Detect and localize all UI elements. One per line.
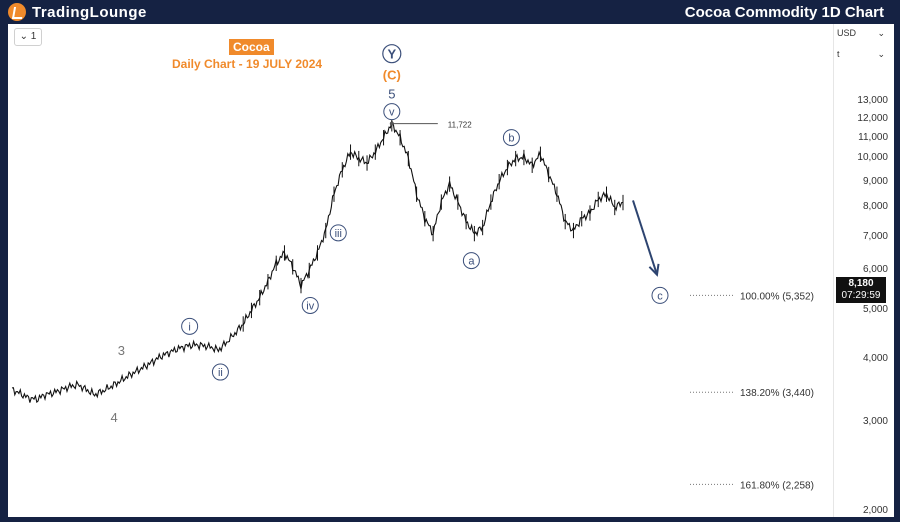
wave-label-iv: iv: [306, 300, 314, 312]
peak-marker-dot: [389, 121, 394, 126]
top-bar: TradingLounge Cocoa Commodity 1D Chart: [0, 0, 900, 24]
scale-select[interactable]: t ⌄: [837, 49, 889, 67]
price-tick-label: 7,000: [862, 230, 888, 242]
wave-label-ii: ii: [218, 367, 223, 379]
chart-title-badge: Cocoa: [229, 39, 274, 55]
fib-level-label: 138.20% (3,440): [740, 388, 814, 399]
price-tick-label: 11,000: [858, 131, 888, 143]
price-axis[interactable]: USD ⌄ t ⌄ 13,000 12,000 11,000 10,000 9,000 8…: [833, 24, 894, 517]
price-plot: 11,722 100.00% (5,352) 138.20% (3,440) 161.…: [11, 44, 814, 491]
currency-select-value: USD: [837, 28, 857, 38]
wave-label-c-circle: [651, 286, 669, 304]
price-tick-label: 3,000: [862, 416, 888, 428]
wave-label-C: (C): [383, 68, 401, 83]
price-tick-label: 6,000: [862, 264, 888, 276]
wave-label-iii: iii: [335, 228, 342, 240]
price-tick-label: 12,000: [857, 112, 888, 124]
peak-value-label: 11,722: [448, 121, 472, 130]
price-tick-label: 4,000: [862, 353, 888, 365]
price-tick-label: 5,000: [862, 304, 888, 316]
chart-subtitle: Daily Chart - 19 JULY 2024: [172, 57, 323, 71]
chevron-down-icon: ⌄: [19, 31, 29, 42]
logo-icon: [8, 3, 26, 21]
wave-label-b: b: [508, 133, 514, 145]
forecast-arrow-head: [648, 263, 660, 277]
price-tick-label: 9,000: [862, 175, 888, 187]
interval-value: 1: [30, 31, 37, 42]
price-series-line: [11, 120, 624, 404]
bar-countdown: 07:29:59: [841, 290, 881, 301]
wave-label-a-circle: [462, 252, 480, 270]
chevron-down-icon: ⌄: [877, 28, 885, 38]
wave-label-Y-circle: [382, 44, 402, 64]
price-tick-label: 10,000: [857, 152, 888, 164]
price-tick-label: 13,000: [857, 95, 888, 106]
wave-label-a: a: [468, 256, 475, 268]
chart-area[interactable]: ⌄ 1 Cocoa Daily Chart - 19 JULY 2024 11,…: [8, 24, 833, 517]
logo-text: TradingLounge: [32, 4, 147, 21]
chart-frame: ⌄ 1 Cocoa Daily Chart - 19 JULY 2024 11,…: [8, 24, 894, 517]
wave-label-b-circle: [502, 129, 520, 147]
wave-label-c: c: [657, 290, 663, 302]
wave-label-iv-circle: [301, 296, 319, 314]
scale-select-value: t: [837, 49, 840, 59]
wave-label-v-circle: [383, 103, 401, 121]
chart-header-title: Cocoa Commodity 1D Chart: [684, 4, 884, 21]
chevron-down-icon: ⌄: [877, 49, 885, 59]
price-tick-label: 2,000: [862, 505, 888, 516]
price-tick-label: 8,000: [862, 201, 888, 213]
wave-label-Y: Y: [387, 47, 396, 62]
currency-select[interactable]: USD ⌄: [837, 28, 889, 46]
fib-level-label: 161.80% (2,258): [740, 480, 814, 491]
interval-selector[interactable]: ⌄ 1: [14, 28, 42, 46]
wave-label-3: 3: [118, 343, 125, 358]
current-price-tag: 8,180 07:29:59: [836, 277, 886, 303]
wave-label-4: 4: [110, 410, 117, 425]
current-price: 8,180: [848, 278, 874, 289]
wave-label-iii-circle: [329, 224, 347, 242]
wave-label-5: 5: [388, 87, 395, 102]
forecast-arrow-line: [632, 200, 658, 276]
wave-label-ii-circle: [211, 363, 229, 381]
wave-label-v: v: [389, 107, 395, 119]
brand-logo: TradingLounge: [8, 3, 188, 22]
fib-level-label: 100.00% (5,352): [740, 291, 814, 302]
wave-label-i: i: [188, 321, 190, 333]
wave-label-i-circle: [181, 317, 199, 335]
